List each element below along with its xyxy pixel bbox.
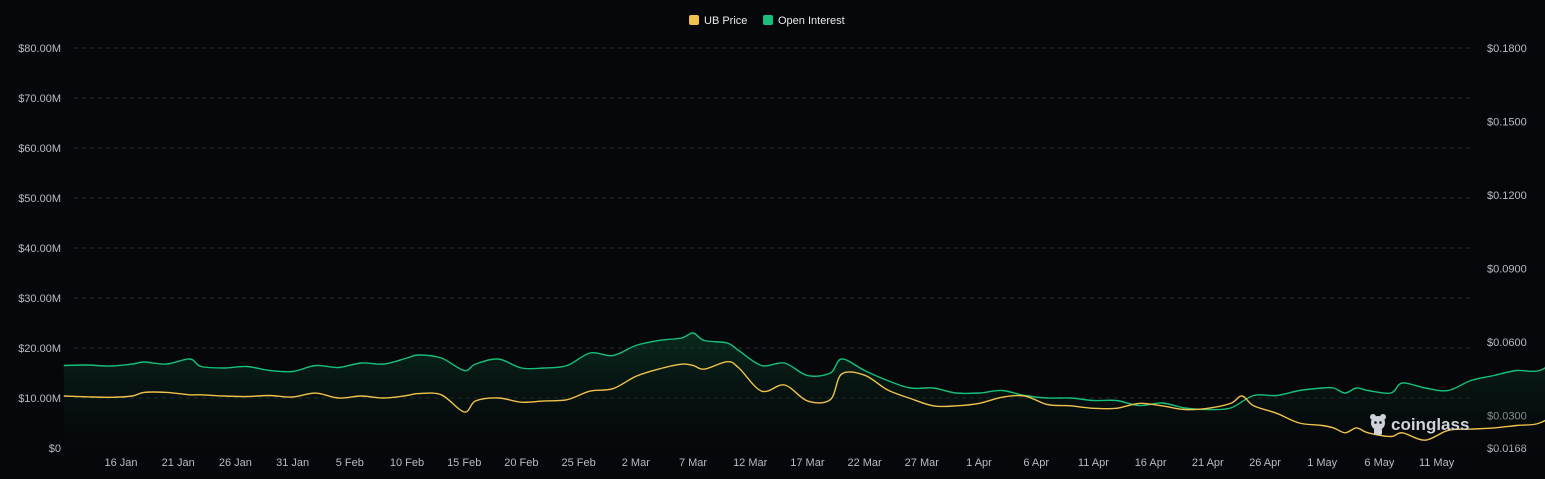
x-tick-label: 17 Mar: [790, 457, 825, 469]
left-tick-label: $30.00M: [18, 293, 61, 305]
x-tick-label: 22 Mar: [847, 457, 882, 469]
grid: [74, 47, 1470, 399]
watermark: coinglass: [1370, 414, 1469, 435]
legend-swatch-price: [689, 15, 699, 25]
left-tick-label: $50.00M: [18, 193, 61, 205]
left-y-axis: $0 $10.00M $20.00M $30.00M $40.00M $50.00M $60…: [18, 43, 61, 455]
x-tick-label: 1 Apr: [966, 457, 992, 469]
plot-area[interactable]: [63, 84, 1545, 448]
x-tick-label: 11 May: [1419, 457, 1455, 469]
legend-label-price: UB Price: [704, 15, 747, 27]
x-tick-label: 1 May: [1307, 457, 1337, 469]
legend-swatch-open-interest: [763, 15, 773, 25]
left-tick-label: $10.00M: [18, 393, 61, 405]
right-tick-label: $0.0900: [1487, 264, 1527, 276]
left-tick-label: $60.00M: [18, 143, 61, 155]
right-tick-label: $0.1800: [1487, 43, 1527, 55]
x-tick-label: 16 Jan: [104, 457, 137, 469]
x-tick-label: 10 Feb: [390, 457, 424, 469]
left-tick-label: $20.00M: [18, 343, 61, 355]
x-tick-label: 7 Mar: [679, 457, 707, 469]
watermark-text: coinglass: [1391, 415, 1469, 434]
open-interest-area: [63, 332, 1545, 448]
x-tick-label: 16 Apr: [1135, 457, 1167, 469]
left-tick-label: $0: [49, 443, 61, 455]
left-tick-label: $80.00M: [18, 43, 61, 55]
x-tick-label: 5 Feb: [336, 457, 364, 469]
right-tick-label: $0.0600: [1487, 337, 1527, 349]
legend-item-open-interest[interactable]: Open Interest: [763, 15, 845, 27]
x-tick-label: 15 Feb: [447, 457, 481, 469]
ub-price-line[interactable]: [63, 129, 1545, 441]
left-tick-label: $40.00M: [18, 243, 61, 255]
x-tick-label: 21 Apr: [1192, 457, 1224, 469]
x-tick-label: 20 Feb: [504, 457, 538, 469]
x-tick-label: 26 Apr: [1249, 457, 1281, 469]
x-axis: 16 Jan 21 Jan 26 Jan 31 Jan 5 Feb 10 Feb 15 Fe…: [104, 457, 1454, 469]
x-tick-label: 12 Mar: [733, 457, 768, 469]
x-tick-label: 21 Jan: [162, 457, 195, 469]
left-tick-label: $70.00M: [18, 93, 61, 105]
open-interest-line[interactable]: [63, 84, 1545, 411]
x-tick-label: 6 May: [1364, 457, 1394, 469]
right-tick-label: $0.1200: [1487, 190, 1527, 202]
x-tick-label: 6 Apr: [1023, 457, 1049, 469]
x-tick-label: 25 Feb: [561, 457, 595, 469]
x-tick-label: 2 Mar: [622, 457, 650, 469]
x-tick-label: 11 Apr: [1078, 457, 1109, 469]
legend-label-open-interest: Open Interest: [778, 15, 845, 27]
legend-item-price[interactable]: UB Price: [689, 15, 747, 27]
legend: UB Price Open Interest: [689, 15, 845, 27]
x-tick-label: 31 Jan: [276, 457, 309, 469]
coinglass-logo-icon: [1370, 414, 1386, 435]
x-tick-label: 26 Jan: [219, 457, 252, 469]
x-tick-label: 27 Mar: [905, 457, 940, 469]
right-tick-label: $0.1500: [1487, 117, 1527, 129]
